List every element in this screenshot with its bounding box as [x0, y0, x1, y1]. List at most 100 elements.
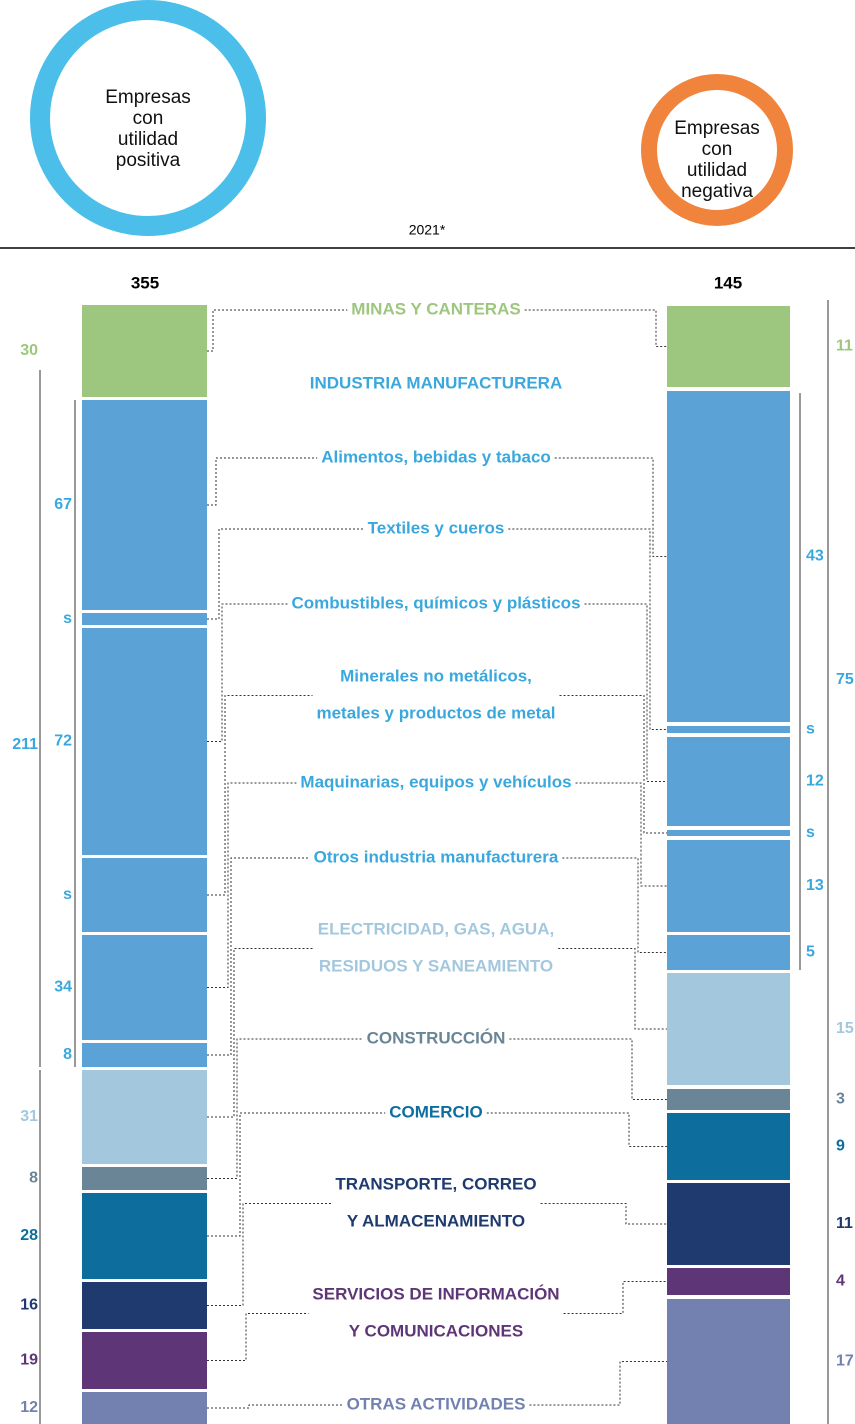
right-segment [667, 935, 790, 970]
right-value: 17 [836, 1353, 854, 1370]
right-segment [667, 737, 790, 826]
left-value: 67 [54, 496, 72, 513]
right-value: 4 [836, 1273, 845, 1290]
right-value: 11 [836, 338, 853, 355]
right-value: s [806, 824, 815, 841]
left-segment [82, 1392, 207, 1424]
connector [562, 857, 667, 953]
left-value: 16 [20, 1297, 38, 1314]
right-value: 3 [836, 1091, 845, 1108]
left-value: 30 [20, 342, 38, 359]
connector [540, 1203, 667, 1225]
sector-label: MINAS Y CANTERAS [351, 299, 520, 318]
left-segment [82, 1193, 207, 1279]
sector-label: RESIDUOS Y SANEAMIENTO [319, 956, 553, 975]
connector [207, 695, 313, 896]
sector-label: TRANSPORTE, CORREO [335, 1174, 536, 1193]
sector-label: COMERCIO [389, 1102, 483, 1121]
connector [575, 782, 667, 887]
right-segment [667, 306, 790, 387]
sector-label: OTRAS ACTIVIDADES [347, 1394, 526, 1413]
industry-left: 211 [12, 736, 38, 753]
connector [524, 309, 667, 347]
industry-label: INDUSTRIA MANUFACTURERA [310, 373, 562, 392]
right-value: 15 [836, 1020, 854, 1037]
connector [584, 603, 667, 782]
connector [509, 1038, 667, 1100]
year: 2021* [409, 222, 446, 238]
sector-label: Otros industria manufacturera [314, 847, 559, 866]
sector-label: Y ALMACENAMIENTO [347, 1211, 525, 1230]
sector-label: ELECTRICIDAD, GAS, AGUA, [318, 919, 554, 938]
sector-label: Combustibles, químicos y plásticos [291, 593, 580, 612]
left-segment [82, 858, 207, 932]
sector-label: SERVICIOS DE INFORMACIÓN [312, 1284, 559, 1303]
left-value: 19 [20, 1352, 38, 1369]
industry-right: 75 [836, 671, 854, 688]
left-value: 72 [54, 733, 72, 750]
connector [207, 309, 348, 352]
circle-text: Empresas [105, 87, 191, 108]
sector-label: Minerales no metálicos, [340, 666, 532, 685]
right-segment [667, 391, 790, 722]
right-value: 5 [806, 944, 815, 961]
right-segment [667, 1299, 790, 1424]
left-value: 31 [20, 1108, 38, 1125]
right-segment [667, 830, 790, 836]
right-segment [667, 1113, 790, 1180]
left-segment [82, 935, 207, 1040]
total: 145 [714, 273, 742, 292]
right-segment [667, 1089, 790, 1110]
left-value: s [63, 610, 72, 627]
sector-label: Y COMUNICACIONES [349, 1321, 523, 1340]
left-segment [82, 1167, 207, 1190]
circle-text: utilidad [687, 160, 747, 181]
left-value: s [63, 886, 72, 903]
left-segment [82, 305, 207, 397]
left-value: 34 [54, 979, 72, 996]
connector [207, 1404, 343, 1409]
left-segment [82, 1043, 207, 1067]
connector [207, 1038, 363, 1179]
sector-label: Alimentos, bebidas y tabaco [321, 447, 551, 466]
connector [558, 948, 667, 1030]
left-value: 8 [29, 1170, 38, 1187]
right-segment [667, 726, 790, 733]
connector [207, 603, 288, 742]
connector [563, 1281, 667, 1314]
right-segment [667, 1268, 790, 1295]
circle-text: con [702, 139, 733, 160]
connector [207, 1203, 332, 1306]
left-value: 28 [20, 1227, 38, 1244]
connector [207, 528, 364, 620]
negative-circle [641, 74, 793, 226]
connector [554, 457, 667, 557]
connector [486, 1112, 667, 1147]
connector [559, 695, 667, 834]
connector [529, 1361, 667, 1406]
circle-text: Empresas [674, 118, 760, 139]
connector [207, 857, 310, 1056]
left-segment [82, 628, 207, 855]
connector [207, 1112, 386, 1237]
left-segment [82, 400, 207, 610]
right-value: 11 [836, 1215, 853, 1232]
sector-label: CONSTRUCCIÓN [367, 1028, 506, 1047]
right-value: 12 [806, 773, 824, 790]
connector [508, 528, 667, 730]
circle-text: utilidad [118, 129, 178, 150]
left-segment [82, 1282, 207, 1329]
right-value: 43 [806, 548, 824, 565]
circle-text: positiva [116, 150, 181, 171]
circle-text: negativa [681, 181, 753, 202]
left-segment [82, 613, 207, 625]
left-value: 8 [63, 1046, 72, 1063]
right-value: 13 [806, 877, 824, 894]
left-value: 12 [20, 1399, 38, 1416]
connector [207, 782, 297, 988]
connector [207, 948, 314, 1118]
right-segment [667, 1183, 790, 1265]
left-segment [82, 1332, 207, 1389]
connector [207, 1313, 309, 1361]
